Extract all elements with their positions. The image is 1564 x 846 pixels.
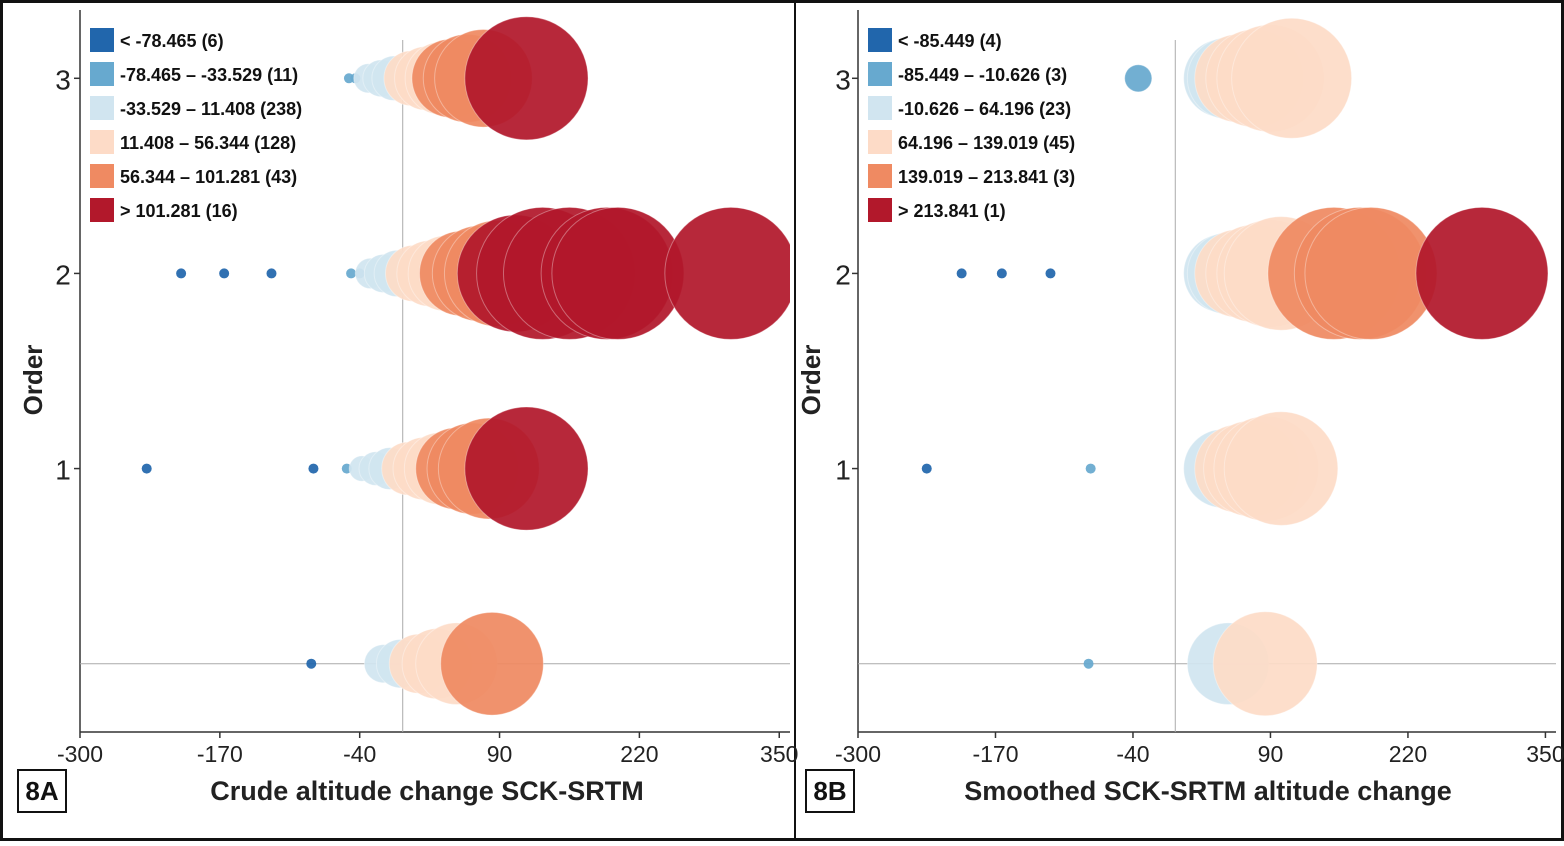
- bubble: [306, 658, 317, 669]
- bubble: [996, 268, 1007, 279]
- x-tick-label: 220: [1389, 741, 1427, 767]
- bubble: [141, 463, 152, 474]
- legend-swatch: [90, 28, 114, 52]
- legend-swatch: [90, 96, 114, 120]
- chart-panel-8A: -300 -170 -40 90 220 350 1 2 3 < -78.465 (6) -78.4…: [17, 10, 798, 813]
- legend-swatch: [90, 198, 114, 222]
- legend: < -85.449 (4) -85.449 – -10.626 (3) -10.62…: [868, 28, 1075, 222]
- bubble: [551, 206, 685, 340]
- x-axis-title: Smoothed SCK-SRTM altitude change: [964, 776, 1452, 806]
- y-tick-label: 2: [835, 259, 851, 290]
- bubble: [1223, 411, 1339, 526]
- x-tick-label: -40: [343, 741, 376, 767]
- x-tick-label: 350: [1526, 741, 1564, 767]
- legend-swatch: [868, 96, 892, 120]
- bubble: [956, 268, 967, 279]
- legend-label: < -78.465 (6): [120, 31, 224, 51]
- legend-label: 64.196 – 139.019 (45): [898, 133, 1075, 153]
- bubble: [664, 206, 790, 340]
- legend-label: < -85.449 (4): [898, 31, 1002, 51]
- legend-swatch: [868, 28, 892, 52]
- bubble: [346, 268, 357, 279]
- y-axis-title: Order: [796, 345, 826, 416]
- legend-label: -33.529 – 11.408 (238): [120, 99, 302, 119]
- x-tick-label: 220: [620, 741, 658, 767]
- panel-badge-box: [17, 769, 67, 813]
- x-tick-label: 90: [487, 741, 513, 767]
- legend-label: > 213.841 (1): [898, 201, 1006, 221]
- legend-swatch: [868, 164, 892, 188]
- legend-swatch: [90, 62, 114, 86]
- y-tick-label: 2: [55, 259, 71, 290]
- x-tick-label: -40: [1116, 741, 1149, 767]
- legend-swatch: [868, 198, 892, 222]
- bubble: [1085, 463, 1096, 474]
- legend-label: -78.465 – -33.529 (11): [120, 65, 298, 85]
- legend-label: 139.019 – 213.841 (3): [898, 167, 1075, 187]
- chart-panel-8B: -300 -170 -40 90 220 350 1 2 3 < -85.449 (4) -85.4…: [796, 10, 1564, 813]
- legend-label: 11.408 – 56.344 (128): [120, 133, 296, 153]
- bubble: [1045, 268, 1056, 279]
- legend-label: -85.449 – -10.626 (3): [898, 65, 1067, 85]
- legend-label: -10.626 – 64.196 (23): [898, 99, 1071, 119]
- bubble: [464, 406, 589, 531]
- bubble: [176, 268, 187, 279]
- legend-label: > 101.281 (16): [120, 201, 238, 221]
- legend-swatch: [90, 130, 114, 154]
- bubble: [1083, 658, 1094, 669]
- panel-badge-box: [805, 769, 855, 813]
- bubble: [308, 463, 319, 474]
- y-tick-label: 1: [55, 455, 71, 486]
- bubble: [440, 611, 544, 716]
- x-tick-label: 350: [760, 741, 798, 767]
- x-tick-label: -170: [197, 741, 243, 767]
- bubble: [1212, 611, 1318, 717]
- bubble: [921, 463, 932, 474]
- panel-label: 8A: [25, 776, 58, 806]
- legend-swatch: [868, 130, 892, 154]
- bubble: [1415, 206, 1549, 340]
- bubble: [464, 16, 589, 141]
- bubble: [1231, 17, 1353, 139]
- x-tick-label: -300: [835, 741, 881, 767]
- panel-label: 8B: [813, 776, 846, 806]
- bubble: [1124, 64, 1153, 93]
- bubble: [341, 463, 352, 474]
- y-axis-title: Order: [18, 345, 48, 416]
- legend-swatch: [90, 164, 114, 188]
- y-tick-label: 3: [835, 64, 851, 95]
- legend: < -78.465 (6) -78.465 – -33.529 (11) -33.5…: [90, 28, 302, 222]
- legend-label: 56.344 – 101.281 (43): [120, 167, 297, 187]
- x-axis-title: Crude altitude change SCK-SRTM: [210, 776, 644, 806]
- bubble: [266, 268, 277, 279]
- legend-swatch: [868, 62, 892, 86]
- y-tick-label: 1: [835, 455, 851, 486]
- bubble-layer: [141, 16, 790, 716]
- x-tick-label: -300: [57, 741, 103, 767]
- bubble-layer: [921, 17, 1549, 717]
- y-tick-label: 3: [55, 64, 71, 95]
- bubble: [219, 268, 230, 279]
- x-tick-label: -170: [972, 741, 1018, 767]
- x-tick-label: 90: [1258, 741, 1284, 767]
